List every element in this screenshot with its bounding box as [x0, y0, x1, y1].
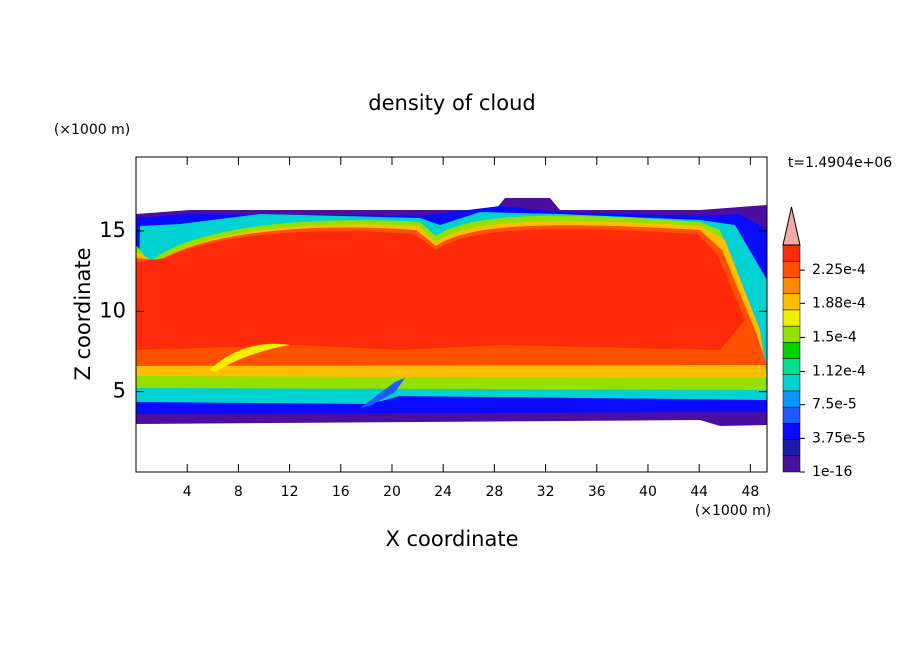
- colorbar-box: [782, 260, 801, 278]
- colorbar-extend: [782, 206, 801, 246]
- chart-title: density of cloud: [368, 91, 535, 115]
- colorbar-box: [782, 342, 801, 359]
- colorbar-tick-label: 7.5e-5: [812, 397, 857, 413]
- x-tick-label: 36: [588, 484, 606, 500]
- colorbar-box: [782, 406, 801, 424]
- x-axis-label: X coordinate: [385, 527, 518, 551]
- colorbar-tick-label: 2.25e-4: [812, 262, 866, 278]
- contour-field: [136, 198, 767, 426]
- colorbar-tick-label: 1.12e-4: [812, 364, 866, 380]
- colorbar-box: [782, 390, 801, 408]
- x-unit: (×1000 m): [695, 503, 771, 519]
- x-tick-label: 48: [741, 484, 759, 500]
- colorbar-box: [782, 293, 801, 311]
- colorbar-box: [782, 455, 801, 473]
- time-annotation: t=1.4904e+06: [788, 155, 892, 171]
- y-tick-label: 15: [99, 218, 126, 242]
- contour-band: [136, 229, 745, 350]
- x-tick-label: 16: [332, 484, 350, 500]
- x-tick-label: 40: [639, 484, 657, 500]
- x-tick-label: 8: [234, 484, 243, 500]
- x-tick-label: 4: [183, 484, 192, 500]
- plot-frame: [135, 156, 768, 473]
- colorbar-box: [782, 309, 801, 327]
- colorbar-tick-label: 1.5e-4: [812, 329, 857, 345]
- colorbar-box: [782, 277, 801, 294]
- y-unit: (×1000 m): [54, 122, 130, 138]
- colorbar-box: [782, 439, 801, 457]
- y-axis-label: Z coordinate: [71, 247, 95, 380]
- colorbar-box: [782, 423, 801, 440]
- x-tick-label: 32: [537, 484, 555, 500]
- colorbar-box: [782, 358, 801, 375]
- colorbar-box: [782, 244, 801, 262]
- y-tick-label: 5: [113, 379, 126, 403]
- colorbar-box: [782, 374, 801, 392]
- x-tick-label: 44: [690, 484, 708, 500]
- x-tick-label: 20: [383, 484, 401, 500]
- x-tick-label: 12: [281, 484, 299, 500]
- x-tick-label: 24: [434, 484, 452, 500]
- colorbar-tick-label: 1.88e-4: [812, 295, 866, 311]
- contour-band: [360, 378, 405, 408]
- contour-band: [210, 343, 290, 372]
- colorbar-box: [782, 325, 801, 343]
- colorbar-tick-label: 3.75e-5: [812, 430, 866, 446]
- colorbar-tick-label: 1e-16: [812, 464, 852, 480]
- x-tick-label: 28: [485, 484, 503, 500]
- y-tick-label: 10: [99, 298, 126, 322]
